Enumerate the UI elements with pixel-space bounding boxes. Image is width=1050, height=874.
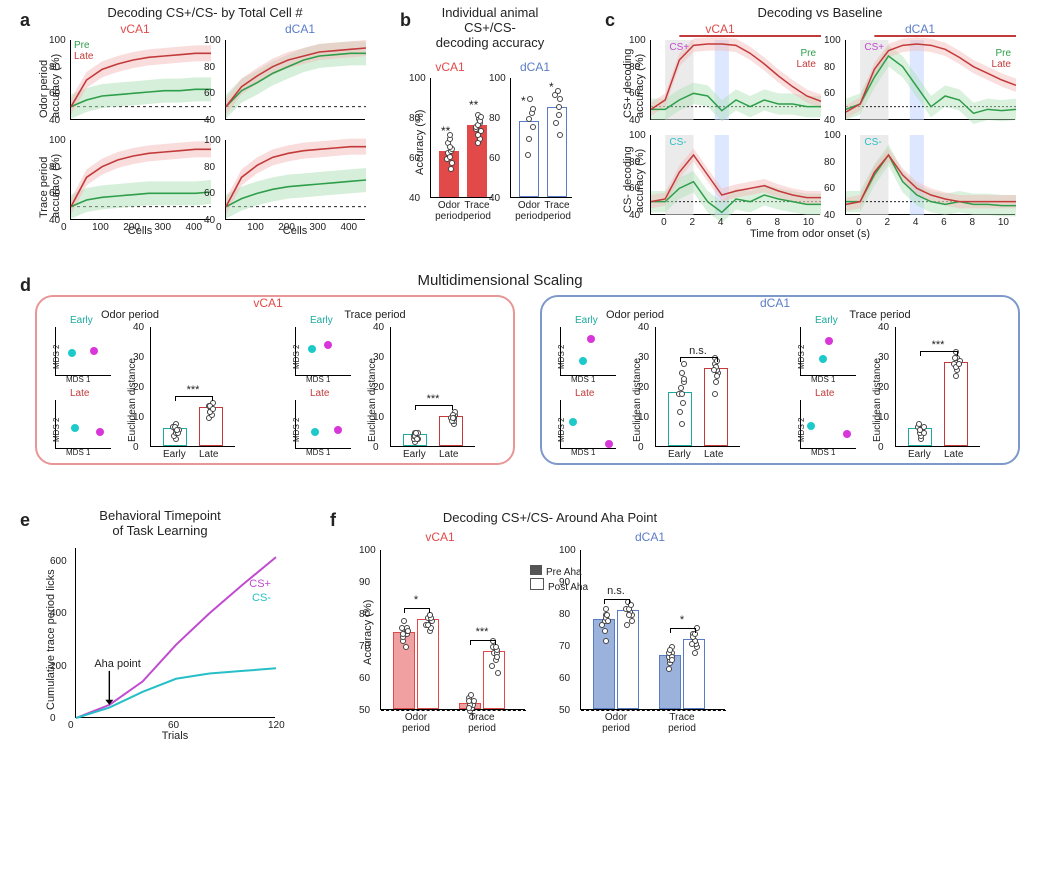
panel-c-title: Decoding vs Baseline bbox=[660, 5, 980, 20]
panel-c-vca1: vCA1 bbox=[680, 22, 760, 36]
panel-a-xlabel-1: Cells bbox=[115, 225, 165, 237]
panel-f-vca1: vCA1 bbox=[400, 530, 480, 544]
panel-a-chart-dca1-odor: 406080100 bbox=[225, 40, 365, 120]
panel-b-ylabel: Accuracy (%) bbox=[414, 110, 426, 175]
panel-a-xlabel-2: Cells bbox=[270, 225, 320, 237]
panel-a-chart-dca1-trace: 4060801000100200300400 bbox=[225, 140, 365, 220]
panel-f-chart-vca1: *Odor period***Trace period5060708090100 bbox=[380, 550, 525, 710]
panel-d-label: d bbox=[20, 275, 31, 296]
panel-a-legend-late: Late bbox=[74, 51, 93, 62]
panel-a-ylabel-top: Odor periodaccuracy (%) bbox=[38, 54, 62, 118]
panel-b-chart-vca1: ****406080100Odor periodTrace period bbox=[430, 78, 492, 198]
panel-c-dca1: dCA1 bbox=[880, 22, 960, 36]
panel-c-chart-vca1-csminus: CS-4060801000246810 bbox=[650, 135, 820, 215]
panel-f-legend: Pre Aha Post Aha bbox=[530, 565, 588, 593]
panel-b-title: Individual animal CS+/CS- decoding accur… bbox=[400, 5, 580, 50]
panel-c-chart-dca1-csplus: CS+PreLate406080100 bbox=[845, 40, 1015, 120]
panel-c-ylabel-top: CS+ decodingaccuracy (%) bbox=[622, 49, 646, 118]
panel-f-chart-dca1: n.s.Odor period*Trace period506070809010… bbox=[580, 550, 725, 710]
panel-a-dca1: dCA1 bbox=[260, 22, 340, 36]
panel-e-label: e bbox=[20, 510, 30, 531]
panel-b-dca1: dCA1 bbox=[505, 60, 565, 74]
panel-d-title: Multidimensional Scaling bbox=[350, 272, 650, 289]
panel-e-title: Behavioral Timepoint of Task Learning bbox=[55, 508, 265, 538]
panel-e-ylabel: Cumulative trace period licks bbox=[45, 569, 57, 710]
panel-f-dca1: dCA1 bbox=[610, 530, 690, 544]
panel-f-ylabel: Accuracy (%) bbox=[362, 600, 374, 665]
panel-c-chart-dca1-csminus: CS-4060801000246810 bbox=[845, 135, 1015, 215]
panel-a-chart-vca1-trace: 4060801000100200300400 bbox=[70, 140, 210, 220]
panel-c-chart-vca1-csplus: CS+PreLate406080100 bbox=[650, 40, 820, 120]
panel-d-dca1-head: dCA1 bbox=[735, 296, 815, 310]
panel-c-xlabel: Time from odor onset (s) bbox=[710, 228, 910, 240]
panel-c-label: c bbox=[605, 10, 615, 31]
panel-a-title: Decoding CS+/CS- by Total Cell # bbox=[60, 5, 350, 20]
panel-b-chart-dca1: **406080100Odor periodTrace period bbox=[510, 78, 572, 198]
panel-f-title: Decoding CS+/CS- Around Aha Point bbox=[360, 510, 740, 525]
panel-c-ylabel-bot: CS- decodingaccuracy (%) bbox=[622, 146, 646, 213]
panel-e-chart: Aha pointCS+CS-0200400600060120 bbox=[75, 548, 275, 718]
panel-b-vca1: vCA1 bbox=[420, 60, 480, 74]
panel-a-vca1: vCA1 bbox=[95, 22, 175, 36]
panel-d-vca1-head: vCA1 bbox=[228, 296, 308, 310]
panel-e-xlabel: Trials bbox=[145, 730, 205, 742]
panel-f-label: f bbox=[330, 510, 336, 531]
panel-a-ylabel-bot: Trace periodaccuracy (%) bbox=[38, 154, 62, 218]
panel-a-legend-pre: Pre bbox=[74, 40, 90, 51]
panel-a-label: a bbox=[20, 10, 30, 31]
